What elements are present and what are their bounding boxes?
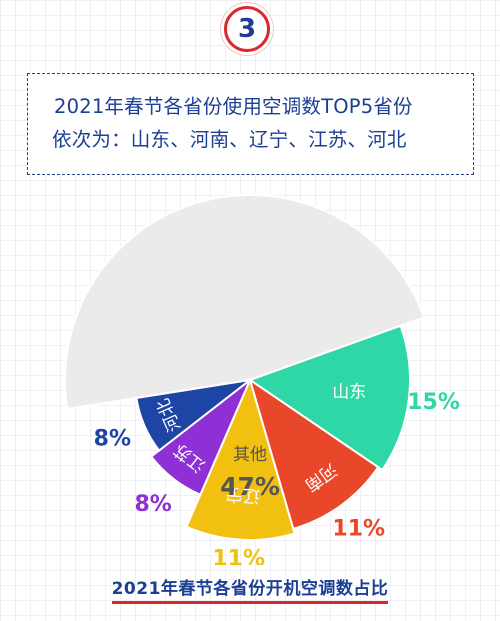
slice-henan bbox=[248, 377, 380, 531]
slice-value-liaoning: 11% bbox=[212, 547, 265, 565]
slice-label-liaoning: 辽宁 bbox=[225, 484, 260, 506]
slice-label-shandong: 山东 bbox=[332, 383, 366, 403]
intro-line-2: 依次为：山东、河南、辽宁、江苏、河北 bbox=[52, 128, 407, 151]
slice-value-henan: 11% bbox=[332, 517, 385, 542]
slice-jiangsu bbox=[149, 379, 251, 497]
slice-label-other: 其他 bbox=[233, 445, 267, 465]
slice-hebei bbox=[135, 379, 251, 452]
step-number: 3 bbox=[237, 14, 257, 44]
chart-title: 2021年春节各省份开机空调数占比 bbox=[111, 574, 389, 604]
slice-shandong bbox=[247, 324, 411, 472]
slice-other bbox=[64, 194, 426, 411]
slice-value-shandong: 15% bbox=[407, 390, 460, 415]
slice-liaoning bbox=[185, 377, 296, 541]
chart-caption: 2021年春节各省份开机空调数占比 bbox=[0, 574, 500, 604]
intro-line-1: 2021年春节各省份使用空调数TOP5省份 bbox=[54, 95, 413, 118]
step-number-badge: 3 bbox=[224, 6, 270, 52]
slice-value-hebei: 8% bbox=[94, 427, 131, 452]
slice-value-other: 47% bbox=[220, 472, 280, 501]
slice-value-jiangsu: 8% bbox=[134, 492, 171, 517]
intro-text-box: 2021年春节各省份使用空调数TOP5省份 依次为：山东、河南、辽宁、江苏、河北 bbox=[27, 73, 474, 175]
